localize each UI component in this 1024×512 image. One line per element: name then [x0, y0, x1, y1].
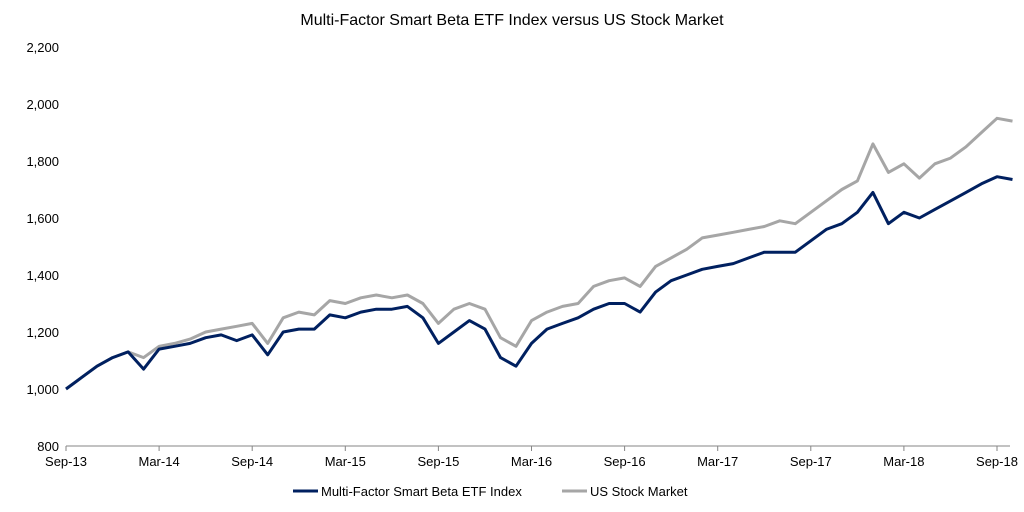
y-tick-label: 1,400	[26, 268, 59, 283]
x-tick-label: Mar-17	[697, 454, 738, 469]
y-tick-label: 1,600	[26, 211, 59, 226]
x-tick-label: Sep-13	[45, 454, 87, 469]
legend: Multi-Factor Smart Beta ETF Index US Sto…	[293, 484, 688, 499]
x-tick-label: Mar-15	[325, 454, 366, 469]
y-tick-label: 800	[37, 439, 59, 454]
x-tick-label: Sep-15	[417, 454, 459, 469]
chart-title: Multi-Factor Smart Beta ETF Index versus…	[300, 12, 724, 29]
y-tick-label: 1,800	[26, 154, 59, 169]
x-tick-label: Mar-16	[511, 454, 552, 469]
series-line-us-stock-market	[65, 116, 1013, 391]
x-tick-label: Sep-18	[976, 454, 1018, 469]
x-tick-label: Sep-14	[231, 454, 273, 469]
y-tick-label: 2,200	[26, 40, 59, 55]
series-line-multi-factor	[65, 175, 1013, 391]
x-tick-label: Sep-17	[790, 454, 832, 469]
legend-label-multi-factor: Multi-Factor Smart Beta ETF Index	[321, 484, 522, 499]
y-tick-label: 1,000	[26, 382, 59, 397]
y-tick-label: 2,000	[26, 97, 59, 112]
plot-area	[65, 116, 1013, 391]
x-tick-label: Sep-16	[604, 454, 646, 469]
y-tick-label: 1,200	[26, 325, 59, 340]
y-axis: 800 1,000 1,200 1,400 1,600 1,800 2,000 2,200	[26, 40, 59, 454]
x-tick-label: Mar-18	[883, 454, 924, 469]
x-axis: Sep-13 Mar-14 Sep-14 Mar-15 Sep-15 Mar-16 Sep-…	[45, 445, 1018, 469]
x-tick-label: Mar-14	[139, 454, 180, 469]
legend-label-us-stock-market: US Stock Market	[590, 484, 688, 499]
